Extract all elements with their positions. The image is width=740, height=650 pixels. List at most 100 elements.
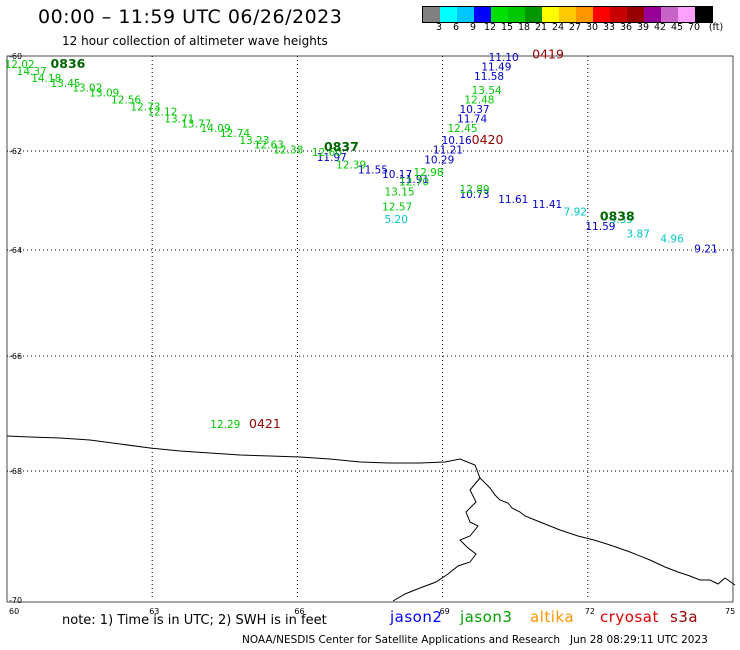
jason2-wave-height: 11.97 [317,152,347,164]
satellite-jason3: jason3 [460,608,513,626]
legend-label: 24 [551,22,565,33]
legend-label: 30 [585,22,599,33]
jason2-wave-height: 11.59 [585,221,615,233]
legend-label: 27 [568,22,582,33]
satellite-s3a: s3a [670,608,699,626]
jason3-wave-height: 14.18 [31,73,61,85]
jason2-wave-height: 11.21 [433,144,463,156]
lon-tick-label: 69 [440,607,450,616]
jason2-wave-height: 11.55 [358,164,388,176]
legend-label: 42 [653,22,667,33]
cryosat-wave-height: 7.92 [564,206,587,218]
jason3-wave-height: 12.48 [464,95,494,107]
jason2-wave-height: 11.58 [474,71,504,83]
cryosat-wave-height: 3.87 [627,229,650,241]
jason3-wave-height: 12.60 [312,147,342,159]
satellite-jason2: jason2 [390,608,443,626]
jason3-wave-height: 12.57 [382,201,412,213]
legend-swatch [542,7,559,22]
jason3-wave-height: 13.77 [181,118,211,130]
jason3-wave-height: 12.45 [447,123,477,135]
jason2-wave-height: 11.41 [532,199,562,211]
map-gridlines [7,56,733,600]
legend-swatch [423,7,440,22]
map-frame [6,55,734,603]
jason3-wave-height: 12.12 [147,106,177,118]
lon-tick-label: 72 [585,607,595,616]
legend-swatch [508,7,525,22]
jason3-wave-height: 12.29 [210,419,240,431]
legend-swatch [678,7,695,22]
legend-swatch [559,7,576,22]
jason3-wave-height: 13.71 [164,114,194,126]
footer-note: note: 1) Time is in UTC; 2) SWH is in fe… [62,613,327,628]
jason2-wave-height: 10.17 [382,169,412,181]
lat-tick-label: -68 [9,467,22,476]
lat-tick-label: -70 [9,596,22,605]
antarctic-coastline [6,435,736,586]
legend-swatch [474,7,491,22]
legend-label: 39 [636,22,650,33]
jason3-wave-height: 13.23 [239,135,269,147]
jason3-wave-height: 12.70 [399,177,429,189]
jason3-wave-height: 12.38 [273,144,303,156]
jason3-wave-height: 13.54 [472,85,502,97]
legend-label: 36 [619,22,633,33]
pass-time-label: 0420 [472,132,504,147]
color-legend-bar [422,6,713,23]
jason3-wave-height: 12.63 [254,140,284,152]
lat-tick-label: -62 [9,147,22,156]
satellite-altika: altika [530,608,575,626]
legend-label: 21 [534,22,548,33]
legend-swatch [695,7,712,22]
legend-label: 12 [483,22,497,33]
jason3-wave-height: 13.09 [89,87,119,99]
jason2-wave-height: 10.73 [460,189,490,201]
legend-label: 6 [452,22,460,33]
page-subtitle: 12 hour collection of altimeter wave hei… [62,34,328,48]
legend-label: 3 [435,22,443,33]
jason3-wave-height: 14.37 [17,66,47,78]
lon-tick-label: 75 [725,607,735,616]
legend-swatch [593,7,610,22]
jason3-wave-height: 13.45 [51,78,81,90]
legend-swatch [440,7,457,22]
jason2-wave-height: 10.16 [442,135,472,147]
legend-swatch [610,7,627,22]
jason3-wave-height: 12.74 [220,128,250,140]
page-title: 00:00 – 11:59 UTC 06/26/2023 [38,6,343,28]
jason2-wave-height: 11.74 [457,114,487,126]
legend-unit: (ft) [708,22,724,33]
lat-tick-label: -66 [9,352,22,361]
jason2-wave-height: 11.61 [498,194,528,206]
jason3-wave-height: 13.02 [72,83,102,95]
coastline-inlet [392,477,481,602]
legend-swatch [491,7,508,22]
legend-swatch [644,7,661,22]
jason2-wave-height: 9.21 [694,244,717,256]
lon-tick-label: 60 [9,607,19,616]
lon-tick-label: 63 [149,607,159,616]
legend-swatch [457,7,474,22]
jason2-wave-height: 11.10 [489,52,519,64]
jason3-wave-height: 12.02 [5,59,35,71]
legend-label: 45 [670,22,684,33]
jason2-wave-height: 11.49 [481,61,511,73]
jason3-wave-height: 12.89 [460,184,490,196]
jason3-wave-height: 12.39 [336,159,366,171]
lat-tick-label: -64 [9,246,22,255]
pass-time-label: 0419 [532,46,564,61]
satellite-cryosat: cryosat [600,608,659,626]
legend-label: 33 [602,22,616,33]
legend-label: 15 [500,22,514,33]
pass-time-label: 0421 [249,416,281,431]
axis-tick-labels: 60 63 66 69 72 75 -60 -62 -64 -66 -68 -70 [9,52,735,616]
jason3-wave-height: 12.98 [414,167,444,179]
pass-time-label: 0836 [51,56,86,71]
lat-tick-label: -60 [9,52,22,61]
cryosat-wave-height: 4.96 [660,234,684,246]
legend-label: 70 [687,22,701,33]
footer-credit: NOAA/NESDIS Center for Satellite Applica… [242,634,708,646]
